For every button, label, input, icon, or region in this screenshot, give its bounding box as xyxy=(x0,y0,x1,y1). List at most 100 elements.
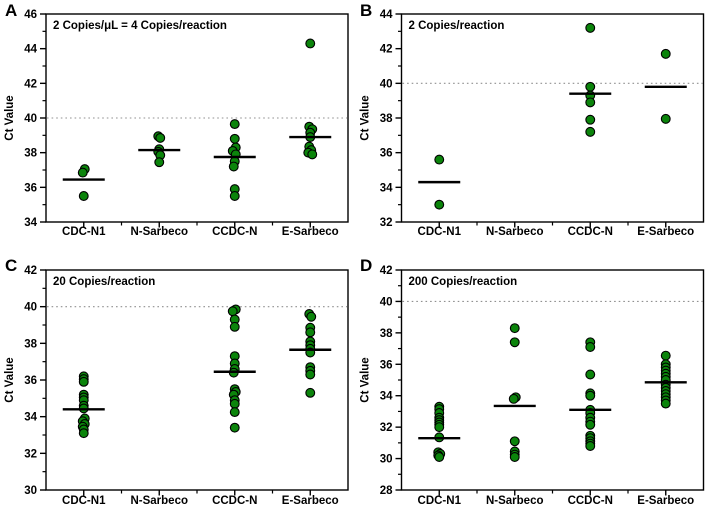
y-tick-label: 30 xyxy=(380,454,393,466)
x-category-label: CCDC-N xyxy=(212,495,257,507)
x-category-label: N-Sarbeco xyxy=(486,226,544,238)
panel-letter-C: C xyxy=(5,256,18,275)
data-point xyxy=(229,407,240,418)
data-point xyxy=(155,132,166,143)
data-point xyxy=(78,191,89,201)
data-point xyxy=(509,323,520,334)
data-point xyxy=(154,157,165,168)
data-point xyxy=(78,428,89,439)
x-category-label: CDC-N1 xyxy=(62,226,106,238)
data-point xyxy=(508,393,519,404)
y-tick-label: 28 xyxy=(380,485,393,497)
data-point xyxy=(228,161,239,172)
y-tick-label: 32 xyxy=(24,448,37,460)
data-point xyxy=(585,390,596,401)
y-tick-label: 38 xyxy=(380,328,393,340)
y-tick-label: 38 xyxy=(24,148,37,160)
data-point xyxy=(229,398,240,409)
panel-annotation: 200 Copies/reaction xyxy=(409,276,518,288)
data-point xyxy=(660,113,671,124)
y-tick-label: 42 xyxy=(24,265,37,277)
y-axis-label: Ct Value xyxy=(4,357,16,402)
y-tick-label: 44 xyxy=(380,9,393,21)
x-category-label: N-Sarbeco xyxy=(130,495,188,507)
y-tick-label: 40 xyxy=(24,113,37,125)
x-category-label: E-Sarbeco xyxy=(282,226,339,238)
y-tick-label: 38 xyxy=(380,113,393,125)
panel-b: B 32 34 36 38 40 42 44 Ct Value 2 Copies/reaction… xyxy=(355,0,711,255)
x-category-label: CDC-N1 xyxy=(418,495,462,507)
x-category-label: N-Sarbeco xyxy=(486,495,544,507)
data-point xyxy=(305,327,316,338)
y-tick-label: 34 xyxy=(24,217,37,229)
data-point xyxy=(434,199,445,210)
data-point xyxy=(585,342,596,352)
panel-d: D 28 30 32 34 36 38 40 42 Ct Value 200 Copies/reac… xyxy=(355,255,711,511)
data-point xyxy=(585,126,596,137)
y-tick-label: 46 xyxy=(24,9,37,21)
data-point xyxy=(305,387,316,398)
panel-C-plot: 30 32 34 36 38 40 42 Ct Value 20 Copies/reaction… xyxy=(4,265,349,507)
x-category-label: CCDC-N xyxy=(212,226,257,238)
plot-border xyxy=(400,13,705,223)
data-point xyxy=(434,452,445,462)
data-point xyxy=(229,422,240,433)
data-point xyxy=(229,119,240,130)
y-tick-label: 38 xyxy=(24,338,37,350)
y-axis-label: Ct Value xyxy=(4,95,16,140)
panel-D-plot: 28 30 32 34 36 38 40 42 Ct Value 200 Copies/react… xyxy=(360,265,705,507)
x-category-label: CCDC-N xyxy=(568,226,613,238)
y-axis-label: Ct Value xyxy=(360,357,372,402)
data-point xyxy=(78,376,89,387)
x-category-label: E-Sarbeco xyxy=(282,495,339,507)
y-tick-label: 34 xyxy=(24,412,37,424)
data-point xyxy=(227,306,238,317)
data-point xyxy=(660,350,671,361)
y-tick-label: 42 xyxy=(380,265,393,277)
data-point xyxy=(585,114,596,125)
y-tick-label: 36 xyxy=(24,375,37,387)
y-tick-label: 40 xyxy=(24,302,37,314)
data-point xyxy=(229,191,240,201)
y-tick-label: 36 xyxy=(380,359,393,371)
panel-annotation: 2 Copies/reaction xyxy=(409,20,505,32)
data-point xyxy=(585,419,596,430)
data-point xyxy=(307,149,318,160)
y-tick-label: 30 xyxy=(24,485,37,497)
y-tick-label: 32 xyxy=(380,422,393,434)
y-tick-label: 40 xyxy=(380,78,393,90)
panel-annotation: 20 Copies/reaction xyxy=(53,276,155,288)
y-tick-label: 40 xyxy=(380,296,393,308)
data-point xyxy=(229,321,240,332)
panel-c: C 30 32 34 36 38 40 42 Ct Value 20 Copies/reactio… xyxy=(0,255,355,511)
data-point xyxy=(77,167,88,178)
x-category-label: CDC-N1 xyxy=(62,495,106,507)
data-point xyxy=(509,436,520,447)
panel-a: A 34 36 38 40 42 44 46 Ct Value 2 Copies/μL = 4 C… xyxy=(0,0,355,255)
panel-letter-A: A xyxy=(5,1,18,20)
data-point xyxy=(585,22,596,33)
x-category-label: N-Sarbeco xyxy=(130,226,188,238)
y-tick-label: 42 xyxy=(380,44,393,56)
data-point xyxy=(434,422,445,433)
data-point xyxy=(305,38,316,49)
x-category-label: E-Sarbeco xyxy=(637,495,694,507)
y-axis-label: Ct Value xyxy=(360,95,372,140)
data-point xyxy=(660,398,671,409)
y-tick-label: 34 xyxy=(380,391,393,403)
y-tick-label: 34 xyxy=(380,182,393,194)
y-tick-label: 44 xyxy=(24,44,37,56)
y-tick-label: 36 xyxy=(24,182,37,194)
plot-border xyxy=(45,13,349,223)
data-point xyxy=(585,441,596,451)
data-point xyxy=(509,452,520,462)
y-tick-label: 32 xyxy=(380,217,393,229)
data-point xyxy=(229,133,240,144)
x-category-label: CDC-N1 xyxy=(418,226,462,238)
x-category-label: E-Sarbeco xyxy=(637,226,694,238)
y-tick-label: 42 xyxy=(24,78,37,90)
plot-border xyxy=(400,269,705,491)
data-point xyxy=(585,369,596,380)
x-category-label: CCDC-N xyxy=(568,495,613,507)
